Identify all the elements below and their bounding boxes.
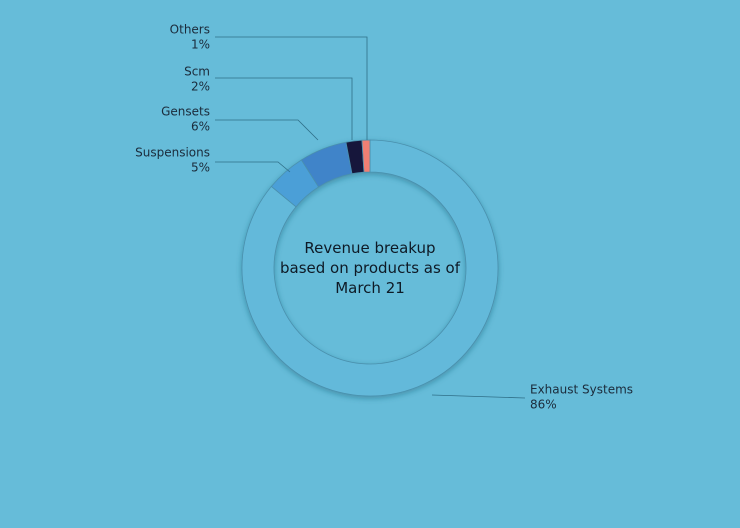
donut-segment bbox=[241, 139, 499, 397]
donut-segment bbox=[361, 139, 371, 173]
slice-value-label: 6% bbox=[191, 120, 210, 134]
slice-label: Exhaust Systems bbox=[530, 383, 633, 397]
slice-value-label: 86% bbox=[530, 398, 557, 412]
slice-value-label: 2% bbox=[191, 80, 210, 94]
slice-label: Scm bbox=[184, 65, 210, 79]
leader-line bbox=[215, 161, 291, 173]
leader-line bbox=[215, 77, 353, 140]
slice-label: Suspensions bbox=[135, 146, 210, 160]
slice-value-label: 1% bbox=[191, 38, 210, 52]
slice-value-label: 5% bbox=[191, 161, 210, 175]
chart-title: Revenue breakup based on products as of … bbox=[280, 239, 461, 297]
donut bbox=[241, 139, 499, 397]
slice-label: Gensets bbox=[161, 105, 210, 119]
leader-line bbox=[215, 119, 319, 141]
slice-label: Others bbox=[170, 23, 210, 37]
leader-line bbox=[215, 36, 368, 140]
leader-line bbox=[431, 394, 526, 399]
